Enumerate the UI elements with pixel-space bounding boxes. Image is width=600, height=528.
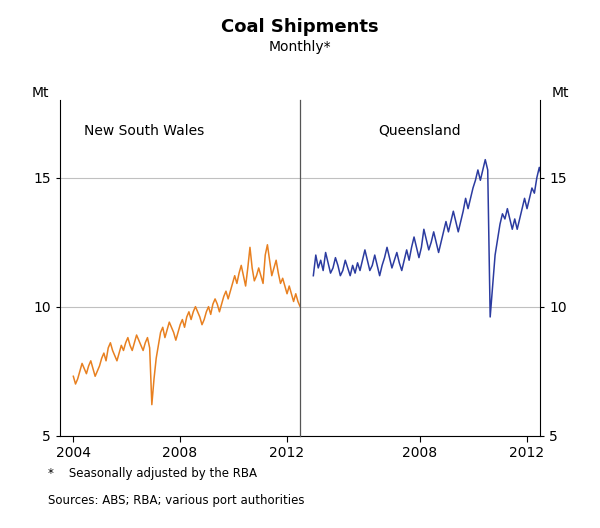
- Text: Mt: Mt: [31, 86, 49, 100]
- Text: New South Wales: New South Wales: [84, 124, 204, 138]
- Text: Queensland: Queensland: [379, 124, 461, 138]
- Text: Coal Shipments: Coal Shipments: [221, 18, 379, 36]
- Text: Sources: ABS; RBA; various port authorities: Sources: ABS; RBA; various port authorit…: [48, 494, 305, 507]
- Text: Mt: Mt: [551, 86, 569, 100]
- Text: Monthly*: Monthly*: [269, 40, 331, 54]
- Text: *    Seasonally adjusted by the RBA: * Seasonally adjusted by the RBA: [48, 467, 257, 480]
